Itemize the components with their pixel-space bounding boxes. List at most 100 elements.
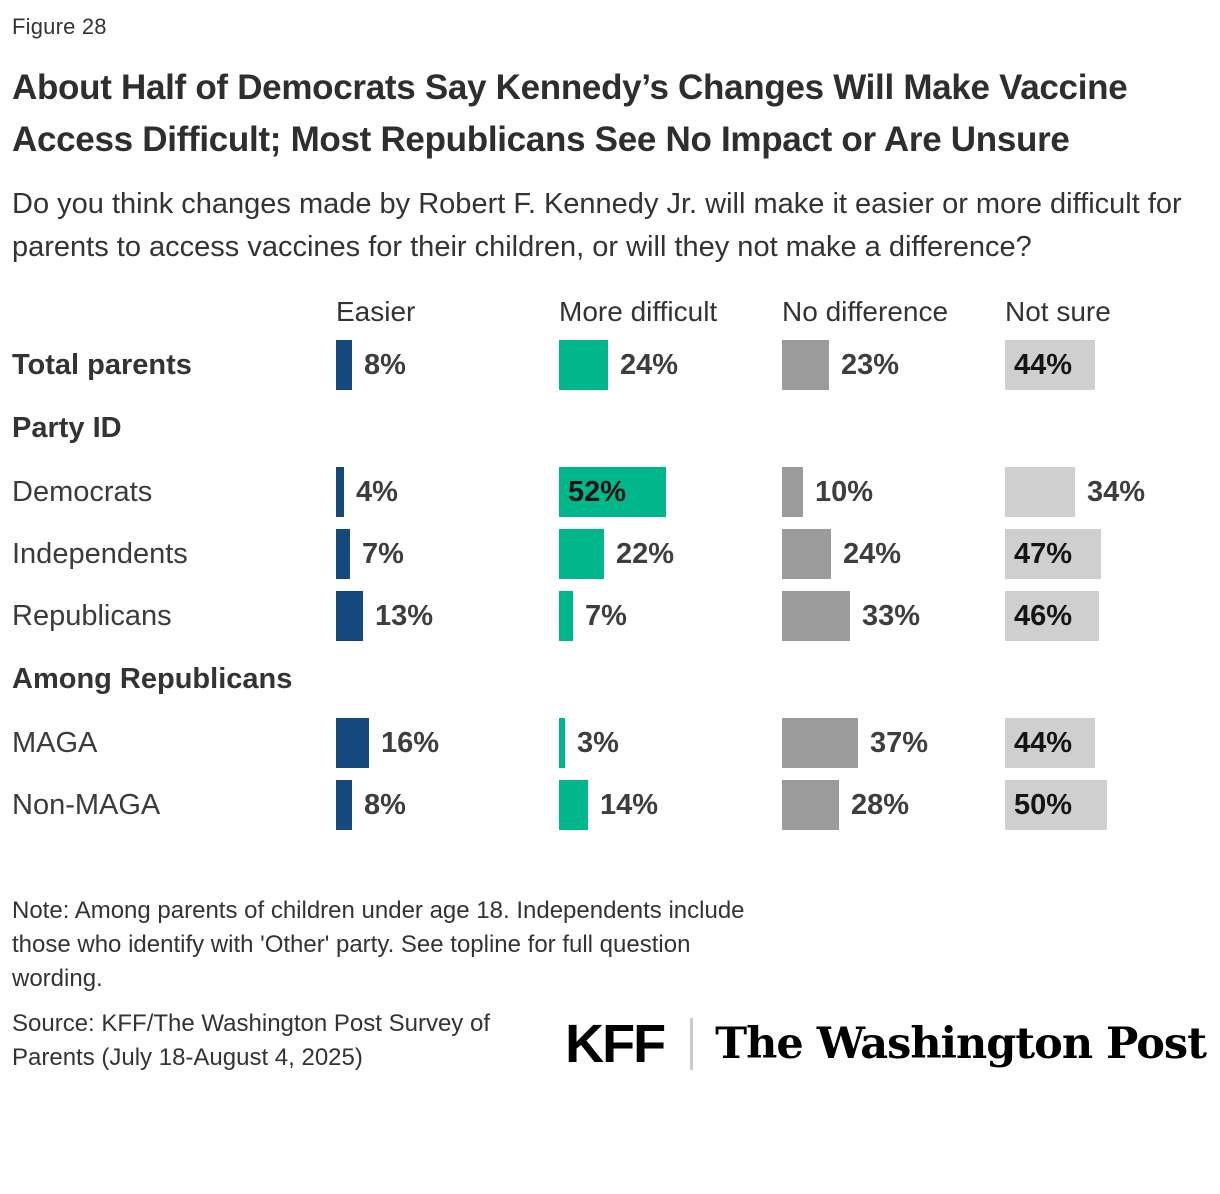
value-label: 8% [364, 348, 406, 381]
table-row-independents: Independents 7% 22% 24% 47% [12, 529, 1208, 579]
bar-cell: 13% [336, 591, 559, 641]
value-label: 34% [1087, 475, 1146, 508]
bar-cell: 24% [559, 340, 782, 390]
bar-cell: 22% [559, 529, 782, 579]
value-label: 10% [815, 475, 874, 508]
bar-cell: 37% [782, 718, 1005, 768]
bar-cell: 4% [336, 467, 559, 517]
bar [336, 780, 352, 830]
value-label: 24% [620, 348, 679, 381]
bar [1005, 591, 1099, 641]
bar [1005, 780, 1107, 830]
source-text: Source: KFF/The Washington Post Survey o… [12, 1010, 490, 1071]
column-header-more-difficult: More difficult [559, 296, 718, 327]
value-label: 47% [1014, 537, 1073, 570]
bar-cell: 44% [1005, 718, 1220, 768]
value-label: 46% [1014, 599, 1073, 632]
bar [336, 718, 369, 768]
bar [782, 529, 831, 579]
row-label: Democrats [12, 475, 153, 508]
kff-logo: KFF [565, 1014, 666, 1074]
bar-cell: 33% [782, 591, 1005, 641]
bar-cell: 24% [782, 529, 1005, 579]
bar-cell: 14% [559, 780, 782, 830]
value-label: 24% [843, 537, 902, 570]
value-label: 7% [362, 537, 404, 570]
section-row: Party ID [12, 402, 1208, 455]
row-label: Non-MAGA [12, 788, 161, 821]
value-label: 52% [568, 475, 627, 508]
column-header-no-difference: No difference [782, 296, 949, 327]
bar [782, 340, 829, 390]
bar-cell: 23% [782, 340, 1005, 390]
bar [1005, 467, 1075, 517]
bar-cell: 47% [1005, 529, 1220, 579]
bar-cell: 16% [336, 718, 559, 768]
bar [336, 529, 350, 579]
bar [782, 467, 803, 517]
table-row-total-parents: Total parents 8% 24% 23% 44% [12, 340, 1208, 390]
bar [559, 467, 666, 517]
figure-page: Figure 28 About Half of Democrats Say Ke… [12, 14, 1208, 1075]
logo-separator [690, 1018, 694, 1070]
figure-label: Figure 28 [12, 14, 107, 39]
value-label: 16% [381, 726, 440, 759]
column-headers-row: Easier More difficult No difference Not sur… [12, 294, 1208, 328]
row-label: MAGA [12, 726, 98, 759]
value-label: 37% [870, 726, 929, 759]
value-label: 44% [1014, 348, 1073, 381]
bar [559, 591, 573, 641]
chart-rows: Total parents 8% 24% 23% 44% Party ID Democrat… [12, 340, 1208, 830]
bar [559, 529, 604, 579]
bar-cell: 7% [559, 591, 782, 641]
bar-cell: 10% [782, 467, 1005, 517]
section-row: Among Republicans [12, 653, 1208, 706]
bar [782, 780, 839, 830]
bar [1005, 340, 1095, 390]
row-label: Republicans [12, 599, 172, 632]
bar [1005, 529, 1101, 579]
value-label: 44% [1014, 726, 1073, 759]
survey-bar-chart: Easier More difficult No difference Not sur… [12, 294, 1208, 830]
section-label: Among Republicans [12, 663, 293, 695]
value-label: 13% [375, 599, 434, 632]
value-label: 3% [577, 726, 619, 759]
bar-cell: 8% [336, 780, 559, 830]
bar-cell: 34% [1005, 467, 1220, 517]
bar [559, 718, 565, 768]
column-header-not-sure: Not sure [1005, 296, 1111, 327]
row-label: Total parents [12, 348, 192, 381]
value-label: 23% [841, 348, 900, 381]
table-row-maga: MAGA 16% 3% 37% 44% [12, 718, 1208, 768]
value-label: 4% [356, 475, 398, 508]
value-label: 7% [585, 599, 627, 632]
bar-cell: 44% [1005, 340, 1220, 390]
bar-cell: 46% [1005, 591, 1220, 641]
bar-cell: 8% [336, 340, 559, 390]
column-header-easier: Easier [336, 296, 416, 327]
value-label: 8% [364, 788, 406, 821]
bar-cell: 50% [1005, 780, 1220, 830]
bar [336, 591, 363, 641]
bar-cell: 52% [559, 467, 782, 517]
table-row-non-maga: Non-MAGA 8% 14% 28% 50% [12, 780, 1208, 830]
washington-post-logo: The Washington Post [715, 1018, 1207, 1069]
value-label: 28% [851, 788, 910, 821]
bar [559, 780, 588, 830]
bar [1005, 718, 1095, 768]
page-title: About Half of Democrats Say Kennedy’s Ch… [12, 68, 1128, 159]
logo-lockup: KFF The Washington Post [565, 1017, 1208, 1075]
bar [336, 467, 344, 517]
bar [559, 340, 608, 390]
value-label: 14% [600, 788, 659, 821]
bar [782, 718, 858, 768]
footer: Note: Among parents of children under ag… [12, 894, 1208, 1075]
bar-cell: 28% [782, 780, 1005, 830]
note-text: Note: Among parents of children under ag… [12, 897, 745, 992]
table-row-republicans: Republicans 13% 7% 33% 46% [12, 591, 1208, 641]
value-label: 33% [862, 599, 921, 632]
table-row-democrats: Democrats 4% 52% 10% 34% [12, 467, 1208, 517]
question-text: Do you think changes made by Robert F. K… [12, 188, 1182, 263]
bar-cell: 7% [336, 529, 559, 579]
footer-bottom: Source: KFF/The Washington Post Survey o… [12, 1007, 1208, 1075]
